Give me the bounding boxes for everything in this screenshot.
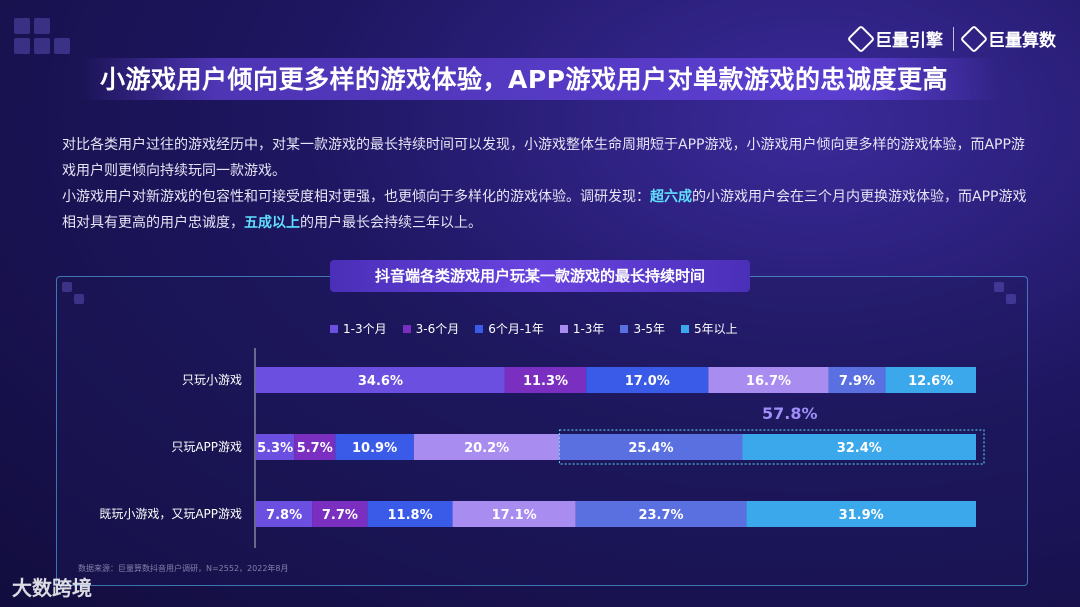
bar-segment xyxy=(256,434,295,460)
bar-segment xyxy=(885,367,976,393)
data-label: 7.7% xyxy=(322,508,358,523)
bar-segment xyxy=(256,367,505,393)
legend-label: 5年以上 xyxy=(694,322,738,336)
category-label: 只玩小游戏 xyxy=(182,373,242,387)
data-label: 11.8% xyxy=(388,508,433,523)
logo-left-text: 巨量引擎 xyxy=(875,31,943,51)
desc-text: 的小游戏用户会在三个月内更换游戏体验，而APP游戏相对具有更高的用户忠诚度， xyxy=(62,189,1027,231)
desc-text: 小游戏用户对新游戏的包容性和可接受度相对更强，也更倾向于多样化的游戏体验。调研发… xyxy=(62,189,650,205)
bar-segment xyxy=(256,501,313,527)
highlight-over-sixty: 超六成 xyxy=(650,189,692,205)
annotation-box xyxy=(558,429,985,465)
bar-segment xyxy=(742,434,976,460)
legend-item: 5年以上 xyxy=(681,320,738,337)
bar-segment xyxy=(746,501,976,527)
legend-item: 1-3年 xyxy=(559,320,605,337)
bar-segment xyxy=(294,434,336,460)
decor-square xyxy=(34,18,50,34)
chart-title: 抖音端各类游戏用户玩某一款游戏的最长持续时间 xyxy=(330,260,750,292)
data-label: 17.1% xyxy=(492,508,537,523)
legend-item: 6个月-1年 xyxy=(475,320,544,337)
legend-label: 3-5年 xyxy=(633,322,666,336)
title-banner xyxy=(80,58,1000,100)
data-label: 23.7% xyxy=(638,508,683,523)
decor-square xyxy=(54,38,70,54)
logo-juliang-engine: 巨量引擎 xyxy=(846,24,943,53)
chart-panel xyxy=(56,276,1028,586)
legend-label: 3-6个月 xyxy=(415,322,460,336)
data-label: 17.0% xyxy=(625,374,670,389)
desc-text: 的用户最长会持续三年以上。 xyxy=(300,215,482,231)
bar-segment xyxy=(504,367,587,393)
legend-swatch xyxy=(620,324,629,333)
chart-legend: 1-3个月 3-6个月 6个月-1年 1-3年 3-5年 5年以上 xyxy=(330,320,738,337)
legend-item: 3-6个月 xyxy=(402,320,460,337)
data-label: 7.8% xyxy=(266,508,302,523)
bar-segment xyxy=(312,501,368,527)
bar-segment xyxy=(559,434,743,460)
watermark: 大数跨境 xyxy=(12,576,92,600)
decor-square xyxy=(14,18,30,34)
bar-segment xyxy=(586,367,709,393)
legend-swatch xyxy=(330,324,338,333)
data-label: 5.3% xyxy=(257,441,293,456)
decor-square xyxy=(34,38,50,54)
bar-segment xyxy=(367,501,453,527)
legend-item: 1-3个月 xyxy=(330,320,387,337)
legend-swatch xyxy=(402,324,411,333)
legend-item: 3-5年 xyxy=(620,320,665,337)
data-label: 31.9% xyxy=(839,508,884,523)
data-label: 12.6% xyxy=(908,374,953,389)
decor-square xyxy=(994,282,1004,292)
data-label: 34.6% xyxy=(358,374,403,389)
legend-swatch xyxy=(559,324,568,333)
data-label: 11.3% xyxy=(523,374,568,389)
bar-segment xyxy=(575,501,747,527)
bar-segment xyxy=(335,434,414,460)
data-source: 数据来源：巨量算数抖音用户调研，N=2552，2022年8月 xyxy=(78,564,289,573)
logo-right-text: 巨量算数 xyxy=(988,31,1056,51)
annotation-57-8: 57.8% xyxy=(762,404,818,423)
category-label: 既玩小游戏，又玩APP游戏 xyxy=(99,507,242,521)
decor-square xyxy=(74,294,84,304)
logo-juliang-suanshu: 巨量算数 xyxy=(959,24,1056,53)
description: 对比各类用户过往的游戏经历中，对某一款游戏的最长持续时间可以发现，小游戏整体生命… xyxy=(62,132,1032,236)
description-paragraph-2: 小游戏用户对新游戏的包容性和可接受度相对更强，也更倾向于多样化的游戏体验。调研发… xyxy=(62,184,1032,236)
data-label: 20.2% xyxy=(464,441,509,456)
data-label: 25.4% xyxy=(628,441,673,456)
legend-swatch xyxy=(681,324,690,333)
data-label: 10.9% xyxy=(352,441,397,456)
category-label: 只玩APP游戏 xyxy=(171,440,242,454)
logo-divider xyxy=(953,26,954,51)
legend-label: 6个月-1年 xyxy=(488,322,544,336)
data-label: 32.4% xyxy=(837,441,882,456)
data-label: 16.7% xyxy=(746,374,791,389)
decor-square xyxy=(62,282,72,292)
bar-segment xyxy=(452,501,576,527)
page-title: 小游戏用户倾向更多样的游戏体验，APP游戏用户对单款游戏的忠诚度更高 xyxy=(100,65,948,94)
description-paragraph-1: 对比各类用户过往的游戏经历中，对某一款游戏的最长持续时间可以发现，小游戏整体生命… xyxy=(62,137,1025,179)
decor-square xyxy=(1006,294,1016,304)
data-label: 7.9% xyxy=(839,374,875,389)
legend-swatch xyxy=(475,324,484,333)
highlight-over-fifty: 五成以上 xyxy=(244,215,300,231)
brand-logos: 巨量引擎 巨量算数 xyxy=(846,24,1056,53)
decor-square xyxy=(14,38,30,54)
legend-label: 1-3个月 xyxy=(343,322,387,336)
legend-label: 1-3年 xyxy=(572,322,605,336)
data-label: 5.7% xyxy=(297,441,333,456)
bar-segment xyxy=(828,367,886,393)
bar-segment xyxy=(708,367,829,393)
bar-segment xyxy=(413,434,560,460)
